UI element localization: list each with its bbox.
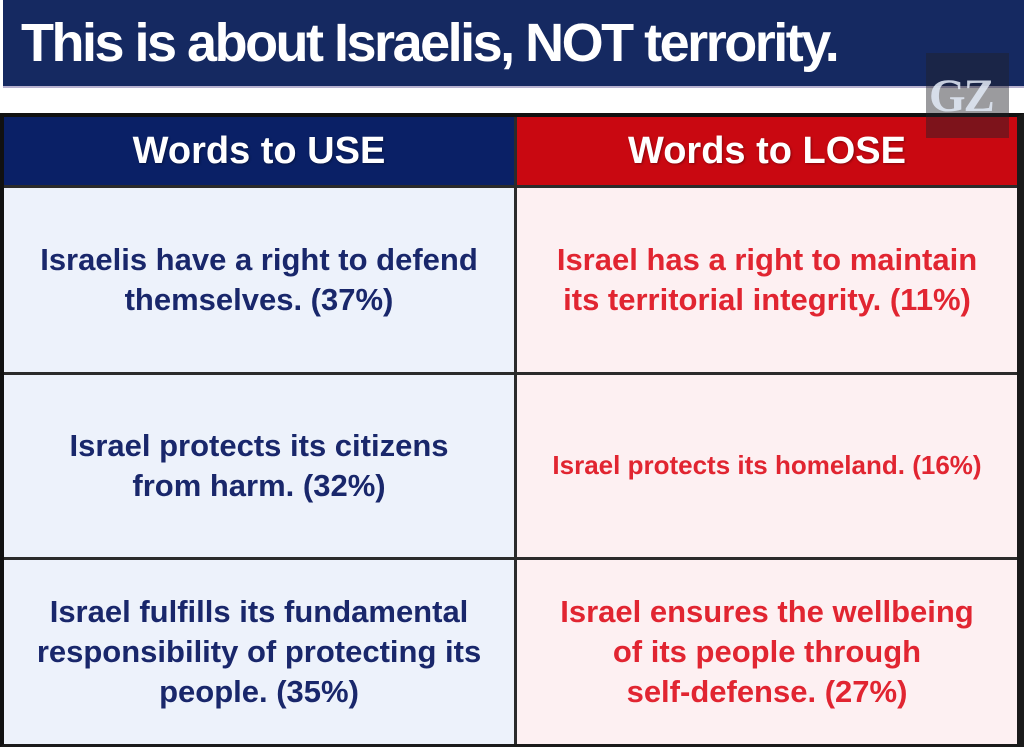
- title-bar: This is about Israelis, NOT terrority.: [3, 0, 1024, 88]
- table-cell-lose-row1: Israel has a right to maintain its terri…: [517, 188, 1017, 372]
- words-comparison-table: Words to USE Words to LOSE Israelis have…: [0, 113, 1024, 747]
- column-header-words-to-lose: Words to LOSE: [517, 117, 1017, 185]
- table-cell-use-row2: Israel protects its citizens from harm. …: [4, 375, 514, 557]
- gz-watermark-logo: GZ: [926, 53, 1009, 138]
- divider-band: [0, 90, 1024, 113]
- table-cell-use-row3: Israel fulfills its fundamental responsi…: [4, 560, 514, 744]
- gz-watermark-text: GZ: [929, 69, 995, 122]
- table-cell-lose-row3: Israel ensures the wellbeing of its peop…: [517, 560, 1017, 744]
- page-title: This is about Israelis, NOT terrority.: [21, 13, 840, 73]
- table-cell-lose-row2: Israel protects its homeland. (16%): [517, 375, 1017, 557]
- table-cell-use-row1: Israelis have a right to defend themselv…: [4, 188, 514, 372]
- column-header-words-to-use: Words to USE: [4, 117, 514, 185]
